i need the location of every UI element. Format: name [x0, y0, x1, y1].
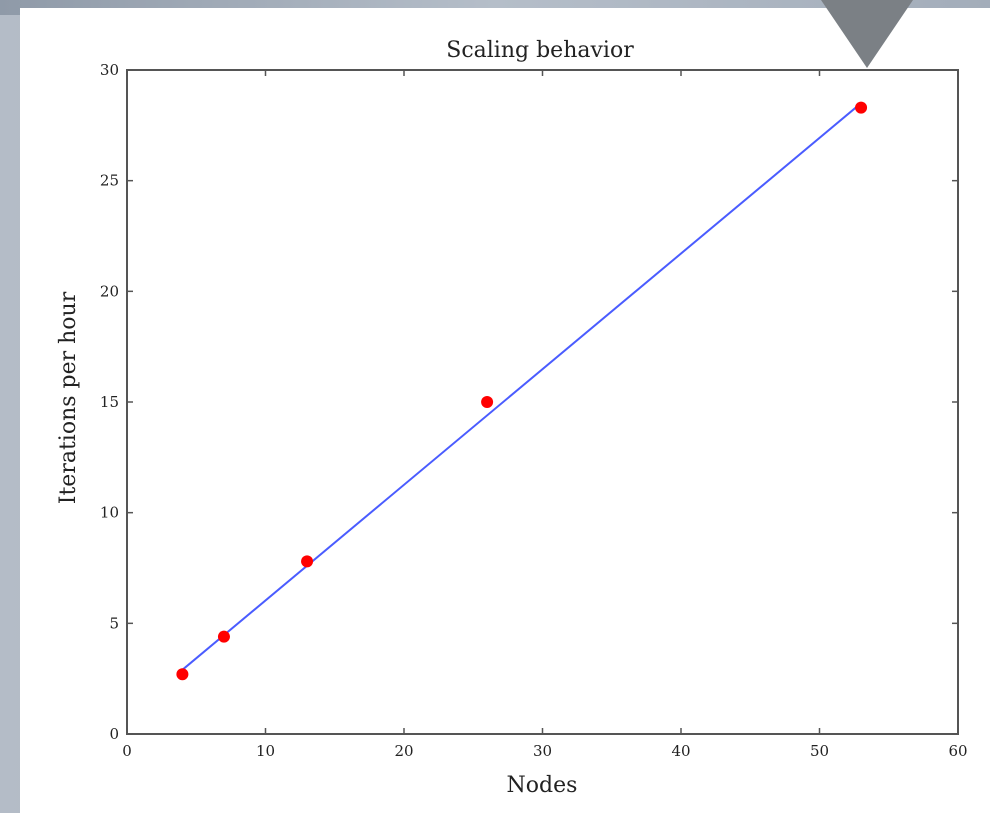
- data-point: [301, 555, 314, 568]
- x-tick-label: 60: [948, 742, 967, 760]
- y-tick-label: 15: [100, 393, 119, 411]
- x-tick-label: 30: [533, 742, 552, 760]
- x-tick-label: 50: [810, 742, 829, 760]
- pointer-shape: [821, 0, 913, 68]
- x-tick-label: 20: [394, 742, 413, 760]
- y-tick-label: 30: [100, 61, 119, 79]
- y-axis-label: Iterations per hour: [56, 291, 81, 504]
- y-axis: 0 5 10 15 20 25 30: [100, 61, 958, 743]
- plot-area: [126, 69, 959, 735]
- x-tick-label: 0: [122, 742, 132, 760]
- data-point: [176, 668, 189, 681]
- x-tick-label: 40: [671, 742, 690, 760]
- y-tick-label: 10: [100, 504, 119, 522]
- y-tick-label: 25: [100, 172, 119, 190]
- data-points-layer: [176, 101, 868, 681]
- y-tick-label: 5: [109, 614, 119, 632]
- data-point: [217, 630, 230, 643]
- x-tick-label: 10: [256, 742, 275, 760]
- fit-line-layer: [181, 102, 862, 671]
- x-axis: 0 10 20 30 40 50 60: [122, 70, 968, 760]
- fit-line: [181, 102, 862, 671]
- y-tick-label: 20: [100, 282, 119, 300]
- x-axis-label: Nodes: [507, 773, 578, 798]
- chart-title: Scaling behavior: [446, 38, 634, 63]
- data-point: [855, 101, 868, 114]
- y-tick-label: 0: [109, 725, 119, 743]
- data-point: [481, 396, 494, 408]
